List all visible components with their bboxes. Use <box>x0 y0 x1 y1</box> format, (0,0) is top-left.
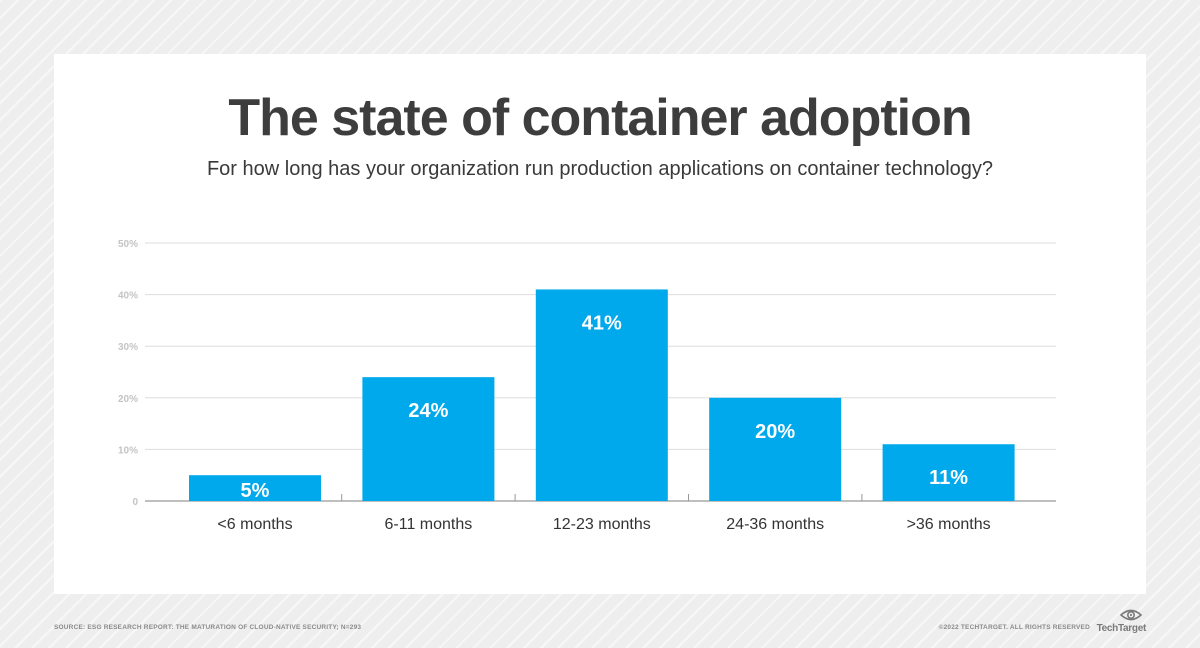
data-label: 24% <box>408 400 448 422</box>
bar <box>535 289 668 501</box>
data-label: 20% <box>755 421 795 443</box>
chart-subtitle: For how long has your organization run p… <box>206 158 994 180</box>
y-tick-label: 10% <box>118 445 138 456</box>
x-tick-label: >36 months <box>907 516 991 533</box>
bar <box>709 397 842 501</box>
y-tick-label: 30% <box>118 342 138 353</box>
brand-logo: TechTarget <box>1096 608 1146 636</box>
bar <box>362 377 495 501</box>
y-tick-label: 40% <box>118 291 138 302</box>
copyright-note: ©2022 TECHTARGET. ALL RIGHTS RESERVED <box>938 624 1090 631</box>
y-tick-label: 20% <box>118 394 138 405</box>
data-label: 11% <box>929 467 968 489</box>
data-label: 5% <box>241 480 270 502</box>
brand-name: TechTarget <box>1096 623 1147 634</box>
x-tick-label: <6 months <box>217 516 292 533</box>
chart-title: The state of container adoption <box>228 89 972 147</box>
bar <box>189 475 321 501</box>
data-label: 41% <box>582 312 622 334</box>
bar <box>882 444 1015 501</box>
x-tick-label: 12-23 months <box>553 516 651 533</box>
y-tick-label: 50% <box>118 239 138 250</box>
source-note: SOURCE: ESG RESEARCH REPORT: THE MATURAT… <box>54 624 362 631</box>
eye-logo-icon <box>1120 609 1142 621</box>
y-tick-label: 0 <box>132 497 138 508</box>
x-tick-label: 24-36 months <box>726 516 824 533</box>
x-tick-label: 6-11 months <box>385 516 473 533</box>
